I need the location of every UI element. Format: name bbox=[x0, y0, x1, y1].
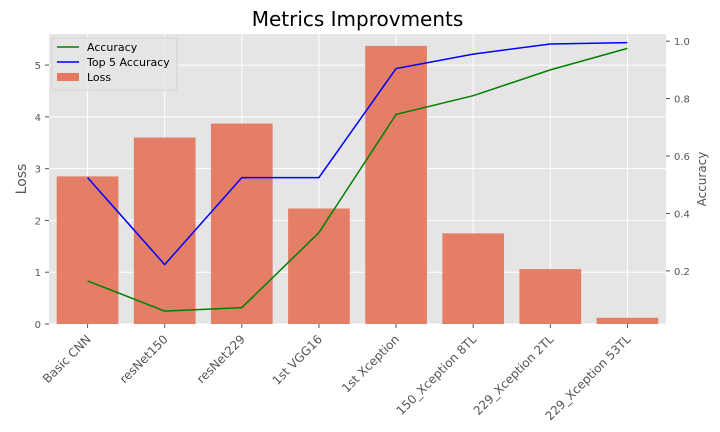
y-tick-label: 1 bbox=[35, 268, 41, 279]
series-line bbox=[87, 41, 628, 266]
loss-bar bbox=[210, 123, 273, 324]
right-tick-label: 0.6 bbox=[674, 152, 690, 163]
loss-bar bbox=[288, 208, 350, 324]
loss-bar bbox=[519, 269, 582, 324]
loss-bar bbox=[133, 137, 196, 324]
loss-bar bbox=[56, 176, 119, 324]
right-tick-label: 1.0 bbox=[674, 37, 690, 48]
loss-bars bbox=[56, 45, 659, 325]
accuracy-lines bbox=[87, 41, 628, 312]
y-tick-label: 4 bbox=[35, 113, 41, 124]
right-tick-label: 0.4 bbox=[674, 209, 690, 220]
loss-bar bbox=[442, 233, 505, 324]
legend-label: Loss bbox=[87, 71, 111, 84]
right-y-axis-label: Accuracy bbox=[695, 152, 709, 207]
y-tick-label: 5 bbox=[35, 61, 41, 72]
y-axis-label: Loss bbox=[14, 164, 30, 195]
y-tick-label: 3 bbox=[35, 165, 41, 176]
loss-bar bbox=[365, 45, 427, 325]
y-tick-label: 2 bbox=[35, 216, 41, 227]
y-tick-label: 0 bbox=[35, 320, 41, 331]
legend-label: Accuracy bbox=[87, 41, 138, 54]
chart-title: Metrics Improvments bbox=[252, 7, 464, 31]
legend-bar-swatch bbox=[57, 73, 79, 81]
loss-bar bbox=[596, 317, 659, 324]
legend-label: Top 5 Accuracy bbox=[86, 56, 170, 69]
right-tick-label: 0.8 bbox=[674, 95, 690, 106]
left-axis-ticks: 0 1 2 3 4 5 bbox=[35, 61, 49, 331]
right-tick-label: 0.2 bbox=[674, 267, 690, 278]
right-axis-ticks: 0.2 0.4 0.6 0.8 1.0 bbox=[666, 37, 690, 278]
series-line bbox=[87, 47, 628, 312]
legend-box bbox=[51, 37, 178, 91]
legend: Accuracy Top 5 Accuracy Loss bbox=[51, 37, 178, 91]
